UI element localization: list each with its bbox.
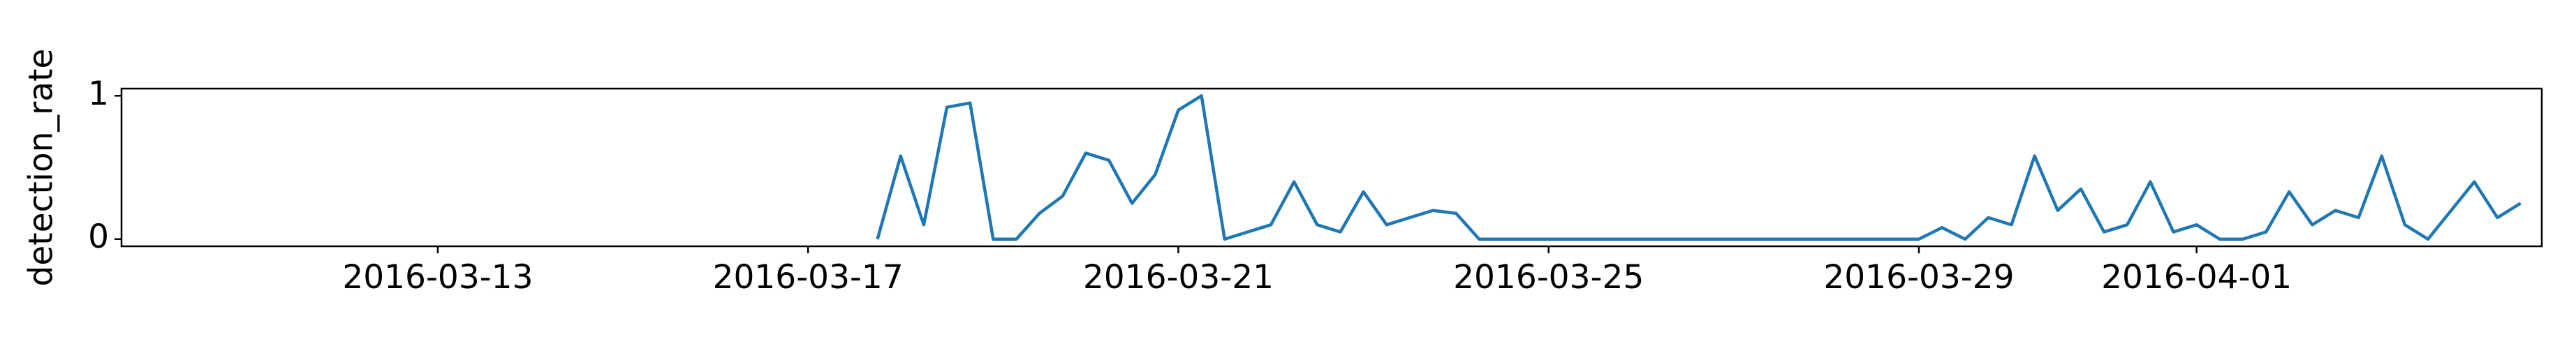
x-tick-label: 2016-04-01 (2101, 258, 2292, 297)
x-tick-label: 2016-03-25 (1453, 258, 1644, 297)
x-tick-label: 2016-03-13 (342, 258, 533, 297)
plot-frame (120, 87, 2543, 248)
data-line (876, 94, 2522, 241)
x-tick-label: 2016-03-29 (1823, 258, 2014, 297)
y-axis-label: detection_rate (22, 49, 61, 287)
y-tick-label: 0 (88, 218, 109, 256)
x-tick-label: 2016-03-17 (713, 258, 904, 297)
y-tick-label: 1 (88, 75, 109, 113)
x-tick-label: 2016-03-21 (1083, 258, 1274, 297)
